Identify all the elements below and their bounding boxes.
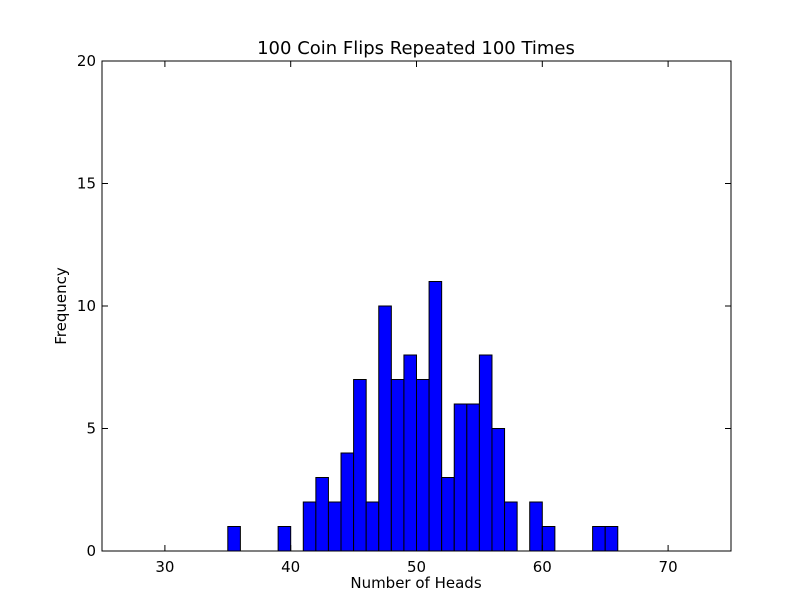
chart-title: 100 Coin Flips Repeated 100 Times <box>257 38 575 59</box>
y-tick-label: 10 <box>77 297 96 315</box>
y-tick-label: 20 <box>77 52 96 70</box>
y-axis-ticks: 0 5 10 15 20 <box>77 52 731 560</box>
histogram-bar <box>441 477 455 552</box>
histogram-bar <box>302 501 317 552</box>
histogram-bar <box>466 403 480 552</box>
x-tick-label: 50 <box>407 558 426 576</box>
histogram-bar <box>378 305 392 552</box>
y-tick-label: 5 <box>86 420 96 438</box>
histogram-bar <box>365 501 380 552</box>
y-axis-label: Frequency <box>52 267 70 345</box>
histogram-bar <box>390 379 405 552</box>
histogram-bar <box>403 354 418 552</box>
histogram-bar <box>315 477 329 552</box>
histogram-bar <box>353 379 367 552</box>
x-axis-ticks: 30 40 50 60 70 <box>155 61 678 576</box>
histogram-bar <box>428 281 443 552</box>
histogram-bar <box>227 526 241 552</box>
histogram-bar <box>340 452 355 552</box>
x-axis-label: Number of Heads <box>350 574 481 592</box>
histogram-bar <box>529 501 543 552</box>
histogram-bar <box>541 526 556 552</box>
histogram-bar <box>453 403 468 552</box>
histogram-bar <box>327 501 342 552</box>
histogram-bar <box>416 379 430 552</box>
histogram-bar <box>592 526 606 552</box>
x-tick-label: 60 <box>533 558 552 576</box>
histogram-bar <box>478 354 493 552</box>
histogram-bar <box>491 428 506 552</box>
histogram-bar <box>277 526 292 552</box>
x-tick-label: 30 <box>155 558 174 576</box>
histogram-bar <box>504 501 518 552</box>
x-tick-label: 70 <box>659 558 678 576</box>
x-tick-label: 40 <box>281 558 300 576</box>
y-tick-label: 0 <box>86 542 96 560</box>
y-tick-label: 15 <box>77 175 96 193</box>
histogram-bar <box>604 526 619 552</box>
